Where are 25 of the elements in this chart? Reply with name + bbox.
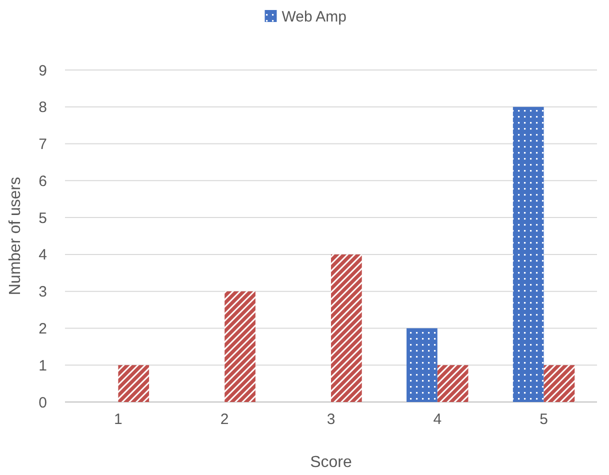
y-tick-label: 0 — [38, 394, 47, 412]
y-tick-label: 1 — [38, 357, 47, 374]
y-tick-label: 2 — [38, 320, 47, 338]
x-tick-label: 1 — [114, 411, 122, 428]
legend-label: Web Amp — [282, 8, 347, 26]
bar — [331, 254, 362, 402]
y-tick-label: 6 — [38, 172, 47, 190]
x-tick-label: 5 — [540, 411, 548, 428]
bar — [406, 328, 438, 402]
x-tick-label: 4 — [433, 411, 442, 428]
y-axis-title: Number of users — [7, 176, 24, 296]
y-tick-label: 8 — [38, 99, 47, 116]
y-tick-label: 3 — [38, 284, 47, 301]
x-axis-title: Score — [310, 454, 352, 471]
bar — [118, 365, 150, 402]
y-tick-label: 4 — [38, 246, 47, 264]
bar — [437, 365, 468, 402]
y-tick-label: 7 — [38, 136, 47, 154]
x-tick-label: 2 — [220, 411, 229, 428]
x-tick-label: 3 — [326, 411, 336, 428]
y-tick-label: 5 — [38, 210, 47, 227]
bar — [224, 291, 256, 402]
bar — [544, 365, 575, 402]
bar — [512, 106, 544, 402]
y-tick-label: 9 — [38, 62, 47, 80]
